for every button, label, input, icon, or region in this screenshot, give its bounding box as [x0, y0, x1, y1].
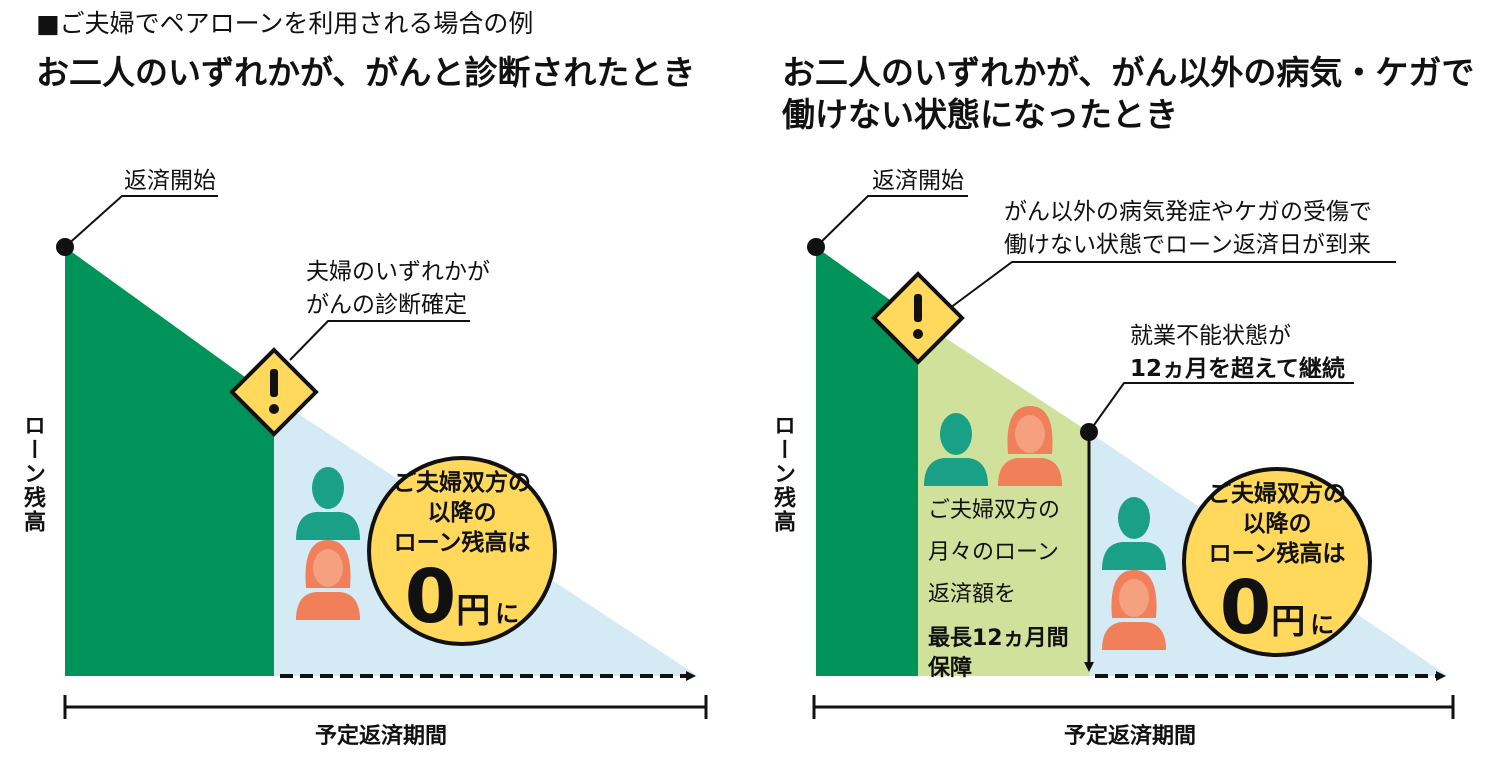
right-title-line1: お二人のいずれかが、がん以外の病気・ケガで: [782, 53, 1475, 92]
left-event-leader: [289, 320, 470, 361]
right-guarantee-line5: 保障: [928, 656, 973, 681]
right-guarantee-line3: 返済額を: [928, 582, 1017, 607]
left-circle-zero: 0: [404, 554, 457, 640]
right-continue-line1: 就業不能状態が: [1130, 323, 1291, 349]
right-zero-circle: [1182, 467, 1372, 657]
right-event-leader: [949, 261, 1396, 309]
right-continue-line2: 12ヵ月を超えて継続: [1130, 356, 1345, 382]
right-guarantee-line1: ご夫婦双方の: [928, 498, 1061, 523]
left-start-leader: [64, 195, 218, 248]
right-start-point: [807, 238, 825, 256]
left-event-line1: 夫婦のいずれかが: [306, 259, 490, 285]
left-title: お二人のいずれかが、がんと診断されたとき: [36, 53, 696, 92]
warning-icon: [229, 347, 319, 437]
right-start-leader: [815, 195, 968, 248]
left-circle-ni: に: [495, 600, 520, 628]
left-zero-circle: [367, 456, 557, 646]
right-start-label: 返済開始: [872, 168, 964, 194]
left-diagram: [56, 195, 708, 719]
left-circle-content: ご夫婦双方の 以降の ローン残高は 0円 に: [369, 468, 555, 634]
right-circle-ni: に: [1310, 611, 1335, 639]
left-circle-zero-row: 0円 に: [369, 560, 555, 634]
male-person-icon: [1102, 497, 1166, 570]
left-circle-line1: ご夫婦双方の: [393, 470, 531, 496]
right-circle-line2: 以降の: [1242, 511, 1312, 537]
right-guarantee-text: ご夫婦双方の 月々のローン 返済額を 最長12ヵ月間 保障: [928, 490, 1069, 684]
right-paid-area: [816, 247, 918, 676]
right-circle-zero: 0: [1219, 565, 1272, 651]
right-event-line1: がん以外の病気発症やケガの受傷で: [1004, 199, 1372, 225]
male-person-icon: [924, 413, 988, 486]
female-person-icon: [296, 540, 360, 620]
left-x-axis-label: 予定返済期間: [315, 724, 448, 749]
right-event-line2: 働けない状態でローン返済日が到来: [1004, 232, 1371, 258]
right-diagram: [807, 195, 1455, 719]
left-paid-area: [65, 247, 274, 676]
right-x-axis-label: 予定返済期間: [1064, 724, 1197, 749]
left-circle-line2: 以降の: [427, 500, 497, 526]
right-circle-yen: 円: [1271, 602, 1306, 642]
female-person-icon: [1102, 570, 1166, 650]
left-start-point: [56, 238, 74, 256]
warning-icon: [871, 271, 965, 365]
left-event-line2: がんの診断確定: [306, 292, 467, 318]
left-circle-line3: ローン残高は: [393, 530, 531, 556]
right-circle-zero-row: 0円 に: [1184, 571, 1370, 645]
right-continue-label: 就業不能状態が 12ヵ月を超えて継続: [1130, 320, 1345, 386]
right-y-axis-label: ローン残高: [770, 414, 795, 534]
right-guarantee-area: [918, 320, 1089, 676]
right-circle-line3: ローン残高は: [1208, 541, 1346, 567]
left-event-label: 夫婦のいずれかが がんの診断確定: [306, 256, 490, 322]
right-circle-line1: ご夫婦双方の: [1208, 481, 1346, 507]
right-guarantee-line2: 月々のローン: [928, 540, 1059, 565]
right-event-label: がん以外の病気発症やケガの受傷で 働けない状態でローン返済日が到来: [1004, 196, 1372, 262]
left-start-label: 返済開始: [124, 168, 216, 194]
right-circle-content: ご夫婦双方の 以降の ローン残高は 0円 に: [1184, 479, 1370, 645]
left-circle-yen: 円: [456, 591, 491, 631]
male-person-icon: [296, 467, 360, 540]
caption: ■ご夫婦でペアローンを利用される場合の例: [36, 9, 534, 38]
right-continue-leader: [1088, 382, 1354, 433]
left-y-axis-label: ローン残高: [20, 414, 45, 534]
right-title-line2: 働けない状態になったとき: [782, 95, 1178, 134]
female-person-icon: [998, 406, 1062, 486]
right-guarantee-line4: 最長12ヵ月間: [928, 626, 1069, 651]
